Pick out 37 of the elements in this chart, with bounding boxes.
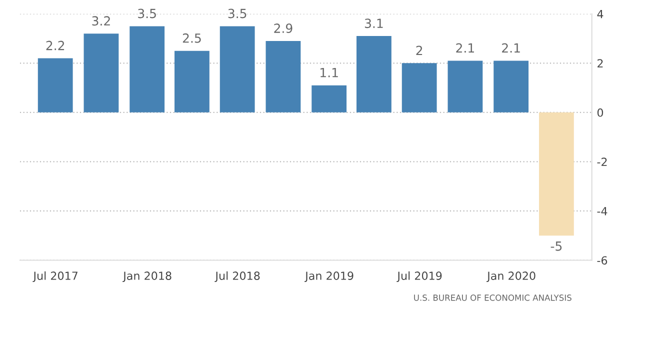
data-label: 3.5	[138, 8, 156, 18]
bar	[84, 34, 119, 112]
data-label: 2.9	[274, 24, 292, 34]
y-tick-label: -2	[597, 158, 607, 166]
bar	[356, 36, 392, 112]
bar	[266, 40, 301, 112]
bar	[539, 112, 574, 236]
data-label: 2.2	[46, 40, 64, 50]
x-tick-label: Jan 2020	[486, 272, 536, 282]
y-tick-label: 2	[598, 59, 603, 68]
data-label: 2.1	[456, 43, 474, 53]
data-label: 3.1	[364, 18, 383, 28]
data-label: 3.2	[92, 16, 110, 26]
text: U.S. BUREAU OF ECONOMIC ANALYSIS	[414, 294, 572, 301]
y-tick-label: 4	[597, 10, 604, 18]
y-tick-label: -4	[597, 207, 608, 216]
bar	[38, 58, 73, 112]
data-label: -5	[550, 242, 562, 251]
bar	[174, 50, 210, 112]
data-label: 3.5	[228, 8, 246, 18]
x-tick-label: Jul 2019	[396, 271, 442, 282]
x-tick-label: Jul 2017	[32, 271, 78, 282]
bar	[312, 85, 347, 112]
bar	[220, 26, 255, 112]
x-tick-label: Jul 2018	[214, 271, 260, 282]
y-tick-label: -6	[597, 256, 608, 265]
x-tick-label: Jan 2019	[304, 272, 354, 282]
bar	[130, 26, 165, 112]
bar	[494, 60, 529, 112]
data-label: 2.5	[182, 33, 201, 43]
y-tick-label: 0	[597, 108, 604, 117]
x-tick-label: Jan 2018	[122, 272, 172, 282]
bar	[448, 60, 483, 112]
data-label: 1.1	[320, 68, 338, 78]
data-label: 2	[416, 46, 422, 55]
data-label: 2.1	[502, 43, 520, 53]
bar	[402, 63, 437, 112]
